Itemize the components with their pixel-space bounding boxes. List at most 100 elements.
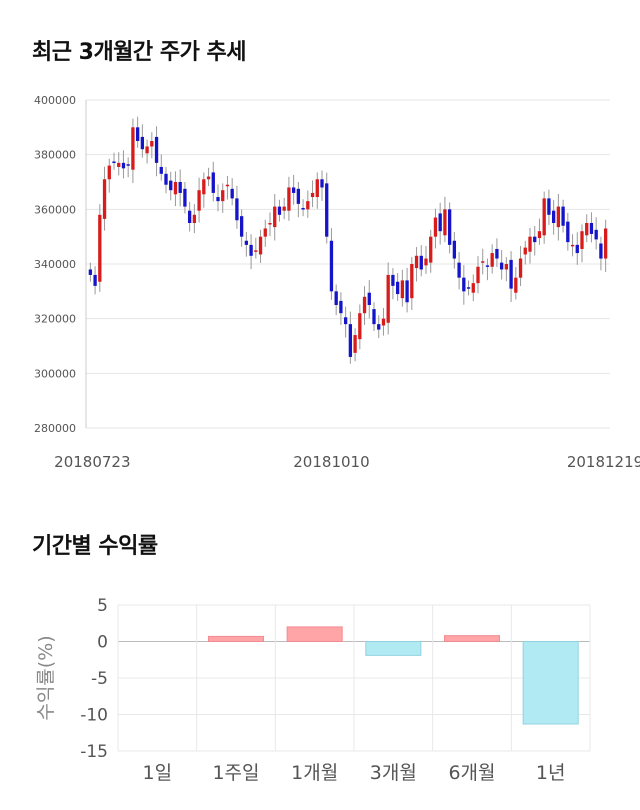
candle [518,245,523,287]
candle-body [452,240,457,259]
candle [244,232,249,257]
candle [585,214,589,243]
y-tick-label: 300000 [34,367,76,380]
candle-body [561,206,565,226]
candle [391,268,395,300]
candle [88,262,93,282]
candle [221,183,225,213]
candle-body [154,136,159,163]
candle [98,204,102,292]
candle-body [315,179,319,198]
candle [202,172,206,208]
candle-body [183,188,187,207]
candle [462,265,466,305]
candle [495,238,499,268]
candle [287,176,291,221]
candle [211,161,215,202]
candle [348,311,353,364]
candle-body [306,201,310,210]
candle-body [202,179,206,195]
return-bar [522,641,579,725]
candle [291,174,296,205]
candle [599,236,603,271]
candle-body [145,146,149,154]
candle-body [329,240,334,292]
candle [575,232,579,265]
candle-body [400,280,405,299]
candle-body [334,291,338,305]
candle [135,116,140,148]
candle [414,247,419,282]
candle-body [603,228,608,259]
candle [533,226,537,256]
candle-body [348,324,353,357]
candle [315,172,319,209]
candle-body [438,213,442,232]
candle [150,132,154,159]
candle [481,248,485,275]
candle-body [263,228,267,237]
candle [112,152,116,170]
candle [433,208,438,249]
candle-body [433,217,438,237]
candle-body [277,206,282,215]
candle-body [107,165,111,180]
candle [258,229,263,263]
candle [301,199,305,217]
candle-body [457,262,461,278]
candle-body [102,179,107,219]
candle [566,212,570,251]
candle [197,177,201,223]
candle-body [447,209,452,245]
candle [485,258,490,281]
candle [509,251,513,302]
candle [400,269,405,307]
candle-body [594,229,598,240]
candle [187,201,192,232]
x-tick-label: 1년 [536,762,566,784]
candle [594,217,598,250]
candle [230,178,234,206]
candle [561,199,565,233]
candle-body [135,127,140,141]
x-tick-label: 20180723 [54,453,130,471]
candle [154,126,159,177]
candle-body [481,261,485,263]
candle-body [362,296,367,314]
candle [504,257,509,282]
candle [121,150,126,179]
candle [329,228,334,300]
candle-body [211,172,215,193]
candle-body [343,317,348,325]
y-tick-label: 360000 [34,203,76,216]
y-tick-label: 0 [97,633,108,653]
candle-body [495,248,499,259]
candle-body [325,183,329,237]
candle [282,197,286,220]
candle-body [117,162,121,167]
candle-body [570,244,575,247]
candle-body [509,259,513,289]
candle [377,315,381,339]
candle [296,182,301,218]
candle-body [533,236,537,243]
candle-body [131,127,135,170]
candle [277,199,282,222]
candle-body [504,264,509,270]
x-tick-label: 1주일 [212,762,259,784]
candle [556,194,561,241]
candle-body [225,184,230,187]
candle [452,232,457,269]
candle-body [93,274,97,286]
y-tick-label: 5 [97,596,108,616]
candle-body [282,206,286,211]
candle [542,191,546,244]
candle [216,184,220,212]
candle-body [320,179,324,188]
candle [339,292,343,325]
candle-body [419,255,423,270]
candle [206,167,211,187]
candle-body [395,281,400,295]
candle-body [490,253,494,267]
candle [93,266,97,295]
